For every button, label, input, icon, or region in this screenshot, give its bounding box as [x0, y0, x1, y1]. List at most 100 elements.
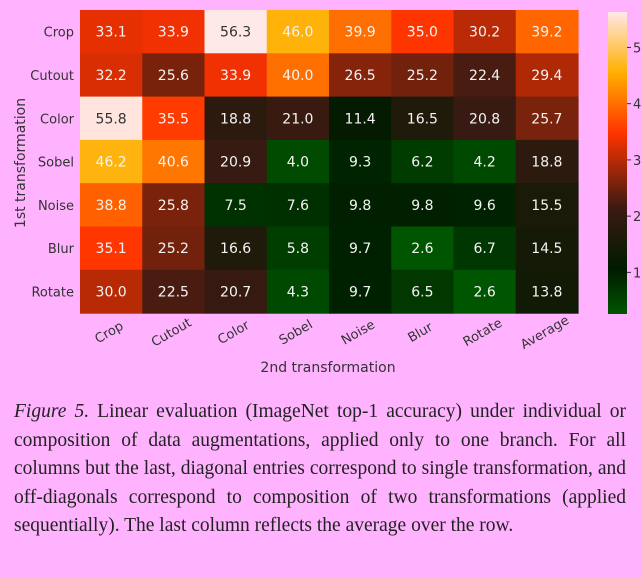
- cell-value-label: 25.2: [407, 68, 438, 84]
- heatmap-cell: [515, 226, 579, 271]
- y-tick-label: Rotate: [31, 285, 74, 300]
- heatmap-cell: [204, 10, 268, 54]
- heatmap-cell: [329, 183, 392, 228]
- heatmap-cell: [204, 269, 268, 314]
- heatmap-cell: [515, 139, 579, 184]
- cell-value-label: 21.0: [282, 111, 313, 127]
- heatmap-cell: [204, 183, 268, 228]
- y-tick-label: Blur: [48, 242, 75, 257]
- heatmap-cell: [391, 269, 455, 314]
- cell-value-label: 2.6: [411, 241, 433, 257]
- cell-value-label: 4.2: [473, 155, 495, 171]
- heatmap-cell: [266, 183, 330, 228]
- cell-value-label: 46.2: [96, 155, 127, 171]
- cell-value-label: 15.5: [531, 198, 562, 214]
- heatmap-cell: [266, 96, 330, 141]
- heatmap-cell: [80, 269, 143, 314]
- heatmap-cell: [515, 269, 579, 314]
- colorbar-tick-label: 30: [633, 154, 642, 169]
- cell-value-label: 33.9: [158, 25, 189, 41]
- cell-value-label: 6.2: [411, 155, 433, 171]
- heatmap-cell: [329, 269, 392, 314]
- cell-value-label: 39.2: [531, 25, 562, 41]
- colorbar-ticks: 10 20 30 40 50: [627, 41, 642, 281]
- cell-value-label: 11.4: [345, 111, 376, 127]
- cell-value-label: 20.7: [220, 284, 251, 300]
- heatmap-cell: [391, 139, 455, 184]
- cell-value-label: 6.7: [473, 241, 495, 257]
- heatmap-cell: [453, 226, 517, 271]
- colorbar-tick-label: 50: [633, 41, 642, 56]
- heatmap-cell: [515, 96, 579, 141]
- x-tick-labels: Crop Cutout Color Sobel Noise Blur Rotate Avera…: [92, 313, 572, 353]
- heatmap-cell: [391, 226, 455, 271]
- cell-value-label: 9.6: [473, 198, 495, 214]
- cell-value-label: 9.8: [349, 198, 371, 214]
- heatmap-cell: [266, 226, 330, 271]
- cell-value-label: 9.3: [349, 155, 371, 171]
- colorbar-tick-label: 40: [633, 98, 642, 113]
- cell-value-label: 46.0: [282, 25, 313, 41]
- heatmap-cell: [142, 96, 206, 141]
- cell-value-label: 20.9: [220, 155, 251, 171]
- heatmap-cell: [266, 139, 330, 184]
- heatmap-cell: [80, 183, 143, 228]
- y-tick-label: Noise: [38, 199, 74, 214]
- heatmap-cell: [204, 96, 268, 141]
- heatmap-cell: [266, 10, 330, 54]
- cell-value-label: 9.8: [411, 198, 433, 214]
- cell-value-label: 18.8: [531, 155, 562, 171]
- x-tick-label: Color: [215, 318, 252, 348]
- cell-value-label: 16.5: [407, 111, 438, 127]
- cell-value-label: 20.8: [469, 111, 500, 127]
- heatmap-cell: [515, 10, 579, 54]
- cell-value-label: 39.9: [345, 25, 376, 41]
- heatmap-cell: [453, 96, 517, 141]
- y-tick-label: Cutout: [30, 69, 74, 84]
- y-tick-label: Sobel: [38, 156, 74, 171]
- cell-value-label: 22.4: [469, 68, 500, 84]
- cell-value-labels: 33.1 33.9 56.3 46.0 39.9 35.0 30.2 39.2 32.2 25.6…: [96, 25, 563, 301]
- caption-text: Linear evaluation (ImageNet top-1 accura…: [14, 401, 626, 537]
- heatmap-cell: [142, 10, 206, 54]
- x-tick-label: Sobel: [277, 317, 316, 348]
- cell-value-label: 9.7: [349, 241, 371, 257]
- cell-value-label: 30.0: [96, 284, 127, 300]
- x-tick-label: Cutout: [149, 316, 194, 351]
- cell-value-label: 25.2: [158, 241, 189, 257]
- cell-value-label: 6.5: [411, 284, 433, 300]
- cell-value-label: 56.3: [220, 25, 251, 41]
- heatmap-cell: [329, 96, 392, 141]
- heatmap-cell: [329, 226, 392, 271]
- cell-value-label: 25.8: [158, 198, 189, 214]
- heatmap-cell: [142, 183, 206, 228]
- cell-value-label: 32.2: [96, 68, 127, 84]
- cell-value-label: 33.1: [96, 25, 127, 41]
- heatmap-cell: [453, 269, 517, 314]
- colorbar-tick-label: 10: [633, 266, 642, 281]
- heatmap-cell: [204, 139, 268, 184]
- heatmap-figure: 33.1 33.9 56.3 46.0 39.9 35.0 30.2 39.2 32.2 25.6…: [13, 10, 642, 376]
- cell-value-label: 4.3: [287, 284, 309, 300]
- heatmap-cell: [142, 269, 206, 314]
- heatmap-cell: [329, 10, 392, 54]
- heatmap-cell: [329, 53, 392, 98]
- heatmap-cell: [515, 183, 579, 228]
- cell-value-label: 25.6: [158, 68, 189, 84]
- heatmap-cell: [80, 10, 143, 54]
- cell-value-label: 13.8: [531, 284, 562, 300]
- cell-value-label: 35.5: [158, 111, 189, 127]
- cell-value-label: 14.5: [531, 241, 562, 257]
- y-tick-label: Crop: [44, 26, 74, 41]
- cell-value-label: 40.6: [158, 155, 189, 171]
- cell-value-label: 7.5: [224, 198, 246, 214]
- x-tick-label: Rotate: [461, 316, 505, 350]
- heatmap-cell: [80, 96, 143, 141]
- cell-value-label: 33.9: [220, 68, 251, 84]
- cell-value-label: 29.4: [531, 68, 562, 84]
- heatmap-cell: [142, 139, 206, 184]
- x-tick-label: Noise: [339, 317, 378, 348]
- heatmap-cell: [142, 226, 206, 271]
- heatmap-cell: [80, 226, 143, 271]
- x-tick-label: Crop: [92, 319, 126, 347]
